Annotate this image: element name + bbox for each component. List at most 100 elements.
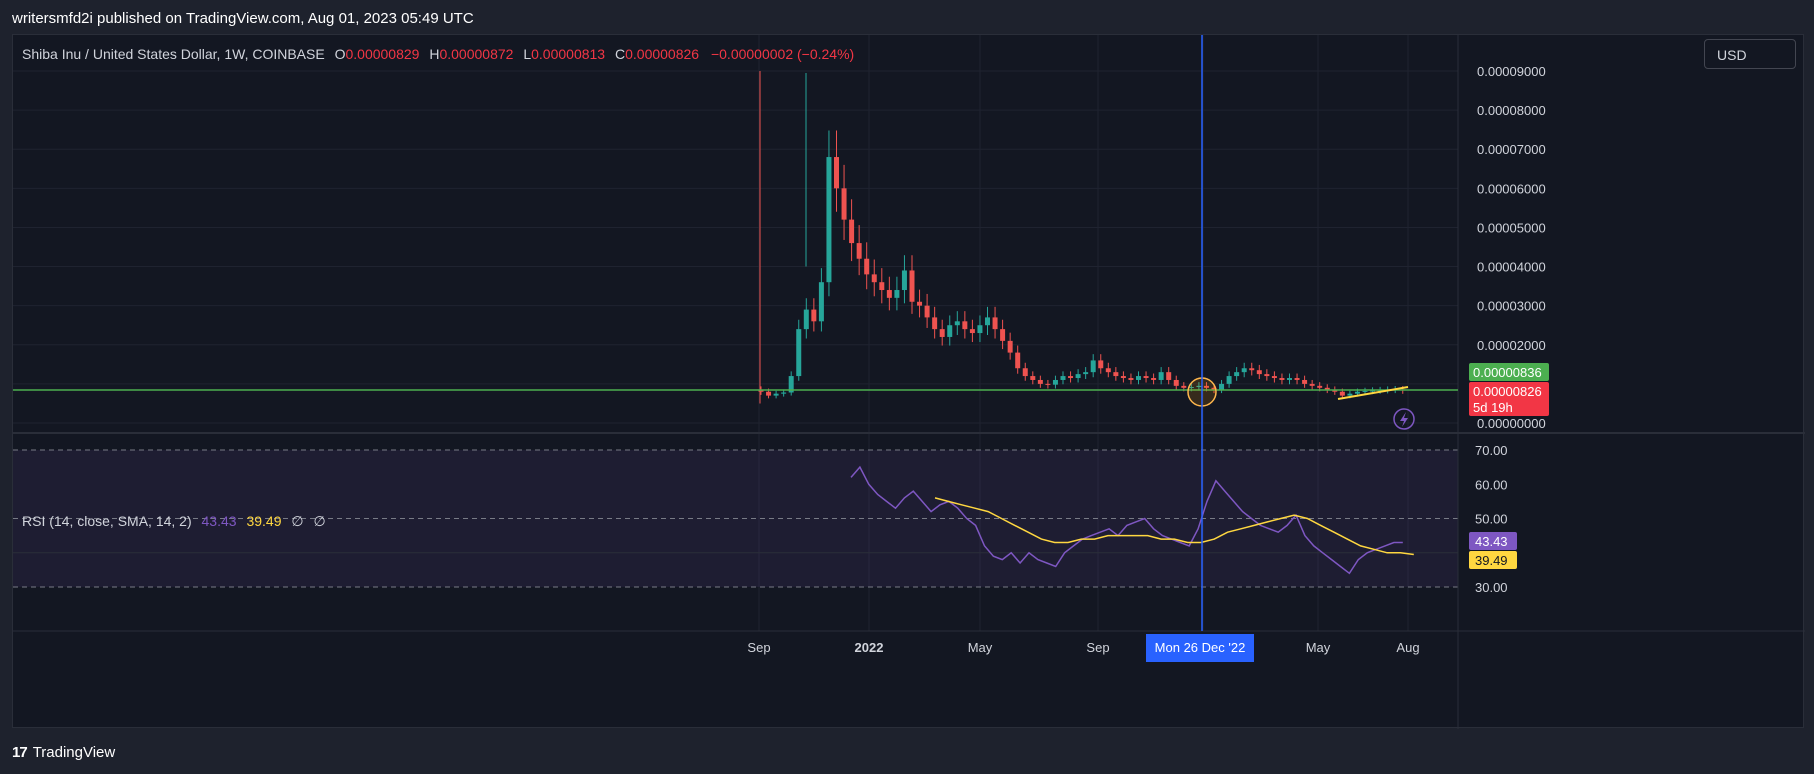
crosshair-time-label: Mon 26 Dec '22 [1155, 640, 1246, 655]
rsi-title: RSI (14, close, SMA, 14, 2) [22, 513, 192, 529]
candle-body [969, 329, 975, 334]
current-price-label: 0.00000826 [1473, 384, 1542, 399]
candle-body [834, 157, 839, 189]
candle-body [1007, 340, 1013, 353]
open-label: O [334, 46, 346, 62]
rsi-value: 43.43 [201, 513, 237, 529]
candle-body [1045, 383, 1051, 385]
null-icon-a: ∅ [291, 513, 304, 529]
candle-body [1136, 376, 1141, 380]
time-axis-label: Sep [747, 640, 770, 655]
time-axis-label: May [968, 640, 993, 655]
candle-body [1090, 360, 1096, 373]
high-label: H [429, 46, 440, 62]
lightning-bolt-icon [1400, 412, 1408, 427]
candle-body [1173, 379, 1179, 386]
price-tick-label: 0.00008000 [1477, 103, 1546, 118]
candle-body [1015, 352, 1021, 369]
candle-body [1158, 372, 1164, 380]
candle-body [773, 393, 779, 396]
candle-body [1120, 376, 1126, 379]
candle-body [886, 290, 892, 298]
candle-body [1105, 368, 1111, 373]
time-axis-label: Aug [1396, 640, 1419, 655]
candle-body [909, 270, 915, 302]
symbol-title: Shiba Inu / United States Dollar, 1W, CO… [22, 46, 325, 62]
chart-svg[interactable]: 0.00009000 0.00008000 0.00007000 0.00006000… [13, 35, 1805, 729]
candle-body [788, 376, 794, 393]
candle-body [1181, 385, 1187, 388]
candle-body [1166, 372, 1172, 380]
rsi-tick-label: 60.00 [1475, 477, 1508, 492]
candle-body [1083, 372, 1089, 375]
countdown-label: 5d 19h [1473, 400, 1513, 415]
candle-body [879, 282, 885, 291]
candle-body [1113, 372, 1119, 377]
candle-body [1234, 372, 1240, 377]
crosshair-time-tag [1146, 634, 1254, 662]
currency-button[interactable]: USD [1704, 39, 1796, 69]
candle-body [1030, 376, 1036, 380]
open-value: 0.00000829 [345, 46, 420, 62]
candle-body [1362, 390, 1368, 392]
low-value: 0.00000813 [531, 46, 606, 62]
candle-body [1294, 378, 1300, 380]
candle-body [1075, 374, 1081, 379]
price-tick-label: 0.00007000 [1477, 142, 1546, 157]
price-tick-label: 0.00009000 [1477, 64, 1546, 79]
candle-body [901, 270, 907, 291]
candle-body [1052, 379, 1058, 385]
candle-body [1000, 329, 1006, 341]
rsi-tick-label: 70.00 [1475, 443, 1508, 458]
tradingview-logo-icon[interactable]: 17 [12, 744, 28, 761]
candle-body [992, 317, 998, 330]
candle-body [1339, 391, 1345, 396]
candle-body [962, 321, 968, 330]
candle-body [1068, 376, 1074, 379]
candle-body [1256, 370, 1262, 375]
candle-body [1370, 390, 1376, 392]
candle-body [1226, 376, 1232, 384]
rsi-value-tag [1469, 532, 1517, 550]
candle-body [947, 325, 953, 337]
chart-frame[interactable]: 0.00009000 0.00008000 0.00007000 0.00006000… [12, 34, 1805, 729]
candle-body [977, 325, 983, 334]
candle-body [811, 309, 817, 322]
candle-body [1203, 385, 1209, 388]
candle-body [864, 258, 870, 275]
candle-body [932, 317, 938, 330]
change-value: −0.00000002 (−0.24%) [710, 46, 855, 62]
candle-body [985, 317, 990, 326]
candle-body [1317, 385, 1323, 388]
candle-body [1271, 376, 1277, 379]
candle-body [939, 329, 945, 337]
time-axis-label: May [1306, 640, 1331, 655]
candle-body [924, 305, 930, 318]
null-icon-b: ∅ [313, 513, 326, 529]
rsi-tick-label: 50.00 [1475, 512, 1508, 527]
footer: 17 TradingView [12, 744, 115, 761]
candle-body [1347, 393, 1353, 396]
price-tick-label: 0.00003000 [1477, 299, 1546, 314]
high-value: 0.00000872 [439, 46, 514, 62]
candle-body [803, 309, 809, 330]
candle-body [781, 392, 787, 394]
price-tick-label: 0.00005000 [1477, 220, 1546, 235]
candle-body [1309, 383, 1315, 386]
price-tick-label: 0.00002000 [1477, 338, 1546, 353]
candle-body [1188, 387, 1194, 389]
time-axis-label: 2022 [855, 640, 884, 655]
candle-body [1302, 379, 1308, 384]
tradingview-brand[interactable]: TradingView [32, 744, 116, 761]
candle-body [1060, 376, 1066, 380]
candle-body [856, 243, 862, 259]
price-tick-label: 0.00006000 [1477, 181, 1546, 196]
sma-value: 39.49 [246, 513, 282, 529]
lightning-icon [1393, 408, 1415, 430]
candle-body [766, 391, 772, 396]
candle-body [1211, 387, 1217, 390]
candle-body [1143, 376, 1149, 379]
candle-body [954, 321, 960, 326]
candle-body [841, 188, 847, 220]
rsi-line [850, 465, 1403, 575]
